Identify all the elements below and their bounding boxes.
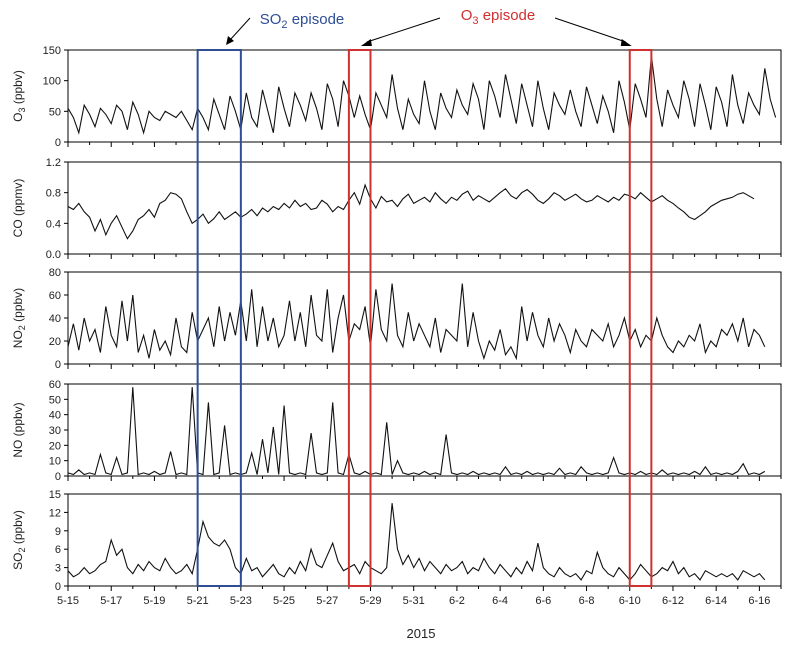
y-tick-label: 20 (49, 440, 61, 452)
so2-episode-label: SO2 episode (260, 11, 345, 31)
y-tick-label: 150 (43, 45, 61, 57)
o3-pointer-arrowhead (360, 39, 372, 46)
y-tick-label: 6 (55, 544, 61, 556)
episode-annotations: SO2 episode O3 episode (196, 7, 653, 587)
panel-no2: 0 20 40 60 80 NO2 (ppbv) (11, 267, 782, 371)
x-tick-label: 6-10 (619, 595, 641, 607)
y-tick-label: 60 (49, 290, 61, 302)
y-tick-label: 10 (49, 456, 61, 468)
x-tick-label: 5-15 (57, 595, 79, 607)
y-axis-label: NO (ppbv) (11, 402, 25, 457)
y-tick-label: 0 (55, 471, 61, 483)
x-tick-label: 5-21 (187, 595, 209, 607)
series-line-so2 (67, 503, 766, 581)
panel-o3: 0 50 100 150 O3 (ppbv) (11, 45, 782, 149)
x-tick-label: 5-31 (403, 595, 425, 607)
panel-frame (67, 383, 782, 477)
y-tick-label: 0.8 (46, 188, 61, 200)
y-tick-label: 0.0 (46, 249, 61, 261)
x-tick-label: 5-17 (100, 595, 122, 607)
series-line-o3 (67, 56, 777, 135)
x-axis: 5-15 5-17 5-19 5-21 5-23 5-25 5-27 5-29 5-31 6-2 6… (57, 595, 770, 607)
y-tick-label: 50 (49, 106, 61, 118)
x-tick-label: 6-12 (662, 595, 684, 607)
panel-co: 0.0 0.4 0.8 1.2 CO (ppmv) (11, 157, 782, 261)
y-axis-label: O3 (ppbv) (11, 70, 27, 122)
o3-pointer-arrowhead (620, 39, 632, 46)
y-tick-label: 3 (55, 563, 61, 575)
y-tick-label: 20 (49, 336, 61, 348)
y-tick-label: 0 (55, 137, 61, 149)
o3-episode-box (347, 49, 372, 587)
y-axis-label: NO2 (ppbv) (11, 288, 27, 348)
y-tick-label: 12 (49, 507, 61, 519)
y-tick-label: 50 (49, 394, 61, 406)
y-tick-label: 30 (49, 425, 61, 437)
x-tick-label: 5-27 (316, 595, 338, 607)
series-line-no (67, 387, 766, 476)
y-tick-label: 40 (49, 313, 61, 325)
so2-pointer-arrowhead (226, 36, 234, 45)
y-tick-label: 80 (49, 267, 61, 279)
y-axis-label: SO2 (ppbv) (11, 510, 27, 570)
x-tick-label: 5-29 (359, 595, 381, 607)
y-tick-label: 40 (49, 410, 61, 422)
o3-pointer-line (366, 17, 441, 43)
x-axis-label: 2015 (407, 626, 436, 641)
y-tick-label: 1.2 (46, 157, 61, 169)
x-tick-label: 6-4 (492, 595, 508, 607)
series-line-co (67, 183, 755, 240)
y-axis-label: CO (ppmv) (11, 179, 25, 238)
panel-frame (67, 161, 782, 255)
x-tick-label: 5-19 (143, 595, 165, 607)
y-tick-label: 15 (49, 489, 61, 501)
x-tick-label: 6-16 (748, 595, 770, 607)
panel-frame (67, 49, 782, 143)
y-tick-label: 0 (55, 581, 61, 593)
y-tick-label: 100 (43, 76, 61, 88)
x-tick-label: 6-8 (579, 595, 595, 607)
so2-pointer-line (229, 17, 251, 41)
x-tick-label: 5-23 (230, 595, 252, 607)
panel-no: 0 10 20 30 40 50 60 NO (ppbv) (11, 379, 782, 483)
y-tick-label: 0 (55, 359, 61, 371)
panel-frame (67, 493, 782, 587)
o3-episode-box (628, 49, 653, 587)
x-tick-label: 6-2 (449, 595, 465, 607)
o3-pointer-line (554, 17, 626, 43)
so2-episode-box (196, 49, 242, 587)
y-tick-label: 9 (55, 526, 61, 538)
x-tick-label: 6-6 (535, 595, 551, 607)
x-tick-label: 5-25 (273, 595, 295, 607)
series-line-no2 (67, 283, 766, 361)
y-tick-label: 0.4 (46, 218, 61, 230)
y-tick-label: 60 (49, 379, 61, 391)
o3-episode-label: O3 episode (461, 7, 536, 27)
panel-so2: 0 3 6 9 12 15 SO2 (ppbv) (11, 489, 782, 593)
x-tick-label: 6-14 (705, 595, 727, 607)
